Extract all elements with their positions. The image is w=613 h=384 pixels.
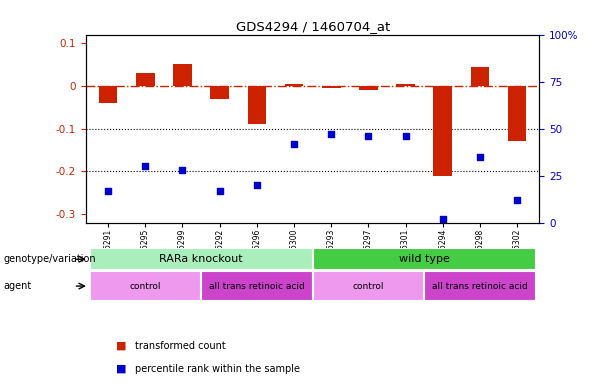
Point: [289, 141, 299, 147]
Text: control: control: [352, 281, 384, 291]
Text: genotype/variation: genotype/variation: [3, 254, 96, 264]
Text: ■: ■: [116, 341, 127, 351]
Point: [252, 182, 262, 188]
Text: all trans retinoic acid: all trans retinoic acid: [432, 281, 528, 291]
Bar: [424, 271, 536, 301]
Text: agent: agent: [3, 281, 31, 291]
Text: percentile rank within the sample: percentile rank within the sample: [135, 364, 300, 374]
Point: [364, 133, 373, 139]
Bar: [508, 86, 527, 141]
Text: ■: ■: [116, 364, 127, 374]
Bar: [322, 86, 340, 88]
Bar: [471, 67, 489, 86]
Point: [438, 216, 447, 222]
Bar: [210, 86, 229, 99]
Bar: [433, 86, 452, 175]
Bar: [173, 65, 192, 86]
Bar: [136, 73, 154, 86]
Bar: [99, 86, 118, 103]
Bar: [313, 248, 536, 270]
Title: GDS4294 / 1460704_at: GDS4294 / 1460704_at: [235, 20, 390, 33]
Text: wild type: wild type: [398, 254, 449, 264]
Text: RARa knockout: RARa knockout: [159, 254, 243, 264]
Bar: [89, 271, 201, 301]
Point: [103, 188, 113, 194]
Point: [215, 188, 224, 194]
Bar: [201, 271, 313, 301]
Point: [178, 167, 188, 173]
Point: [140, 163, 150, 169]
Bar: [89, 248, 313, 270]
Text: transformed count: transformed count: [135, 341, 226, 351]
Bar: [285, 84, 303, 86]
Text: control: control: [129, 281, 161, 291]
Point: [401, 133, 411, 139]
Bar: [359, 86, 378, 90]
Bar: [248, 86, 266, 124]
Point: [475, 154, 485, 160]
Point: [326, 131, 336, 137]
Bar: [396, 84, 415, 86]
Text: all trans retinoic acid: all trans retinoic acid: [209, 281, 305, 291]
Bar: [313, 271, 424, 301]
Point: [512, 197, 522, 203]
